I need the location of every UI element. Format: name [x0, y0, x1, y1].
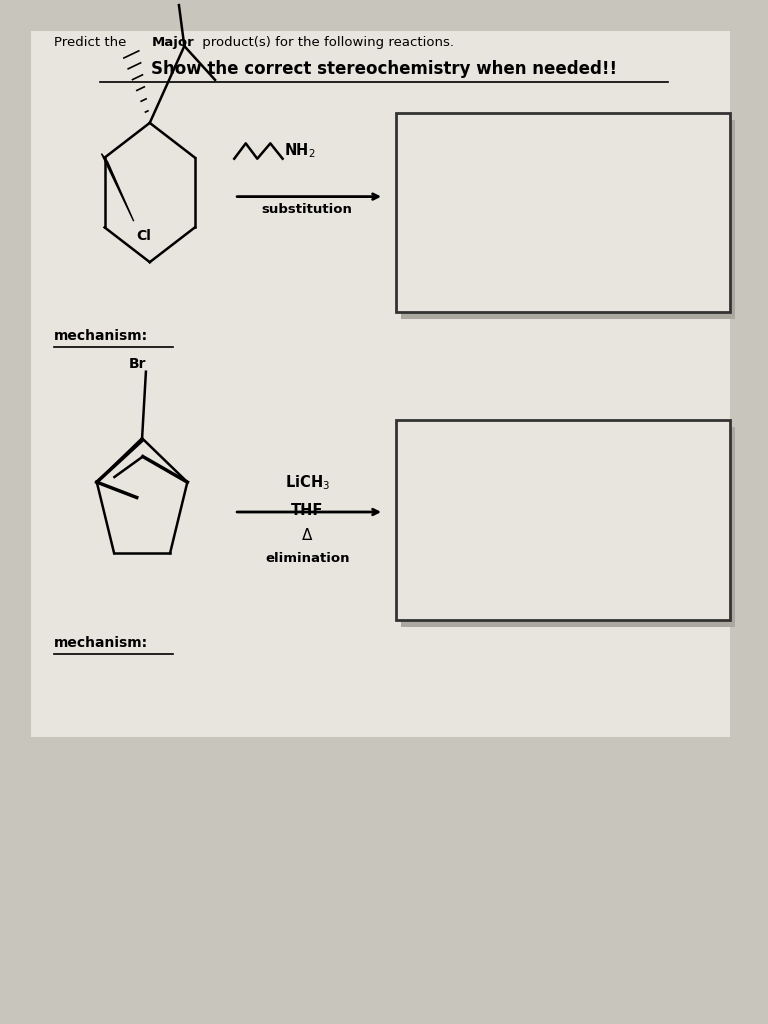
- Text: elimination: elimination: [265, 552, 349, 565]
- Text: THF: THF: [291, 503, 323, 518]
- Text: Cl: Cl: [136, 228, 151, 243]
- Bar: [401, 427, 735, 627]
- Text: Show the correct stereochemistry when needed!!: Show the correct stereochemistry when ne…: [151, 59, 617, 78]
- Text: product(s) for the following reactions.: product(s) for the following reactions.: [198, 36, 454, 49]
- Text: NH$_2$: NH$_2$: [284, 141, 316, 161]
- Text: Major: Major: [151, 36, 194, 49]
- Bar: [396, 113, 730, 312]
- Text: Predict the: Predict the: [54, 36, 131, 49]
- Text: Δ: Δ: [302, 527, 313, 543]
- Text: substitution: substitution: [262, 203, 353, 216]
- Text: mechanism:: mechanism:: [54, 329, 148, 343]
- Text: LiCH$_3$: LiCH$_3$: [285, 473, 329, 493]
- Bar: [401, 120, 735, 319]
- Text: mechanism:: mechanism:: [54, 636, 148, 650]
- Text: Br: Br: [129, 356, 147, 371]
- Bar: [396, 420, 730, 620]
- Polygon shape: [101, 154, 134, 221]
- Bar: [31, 31, 730, 737]
